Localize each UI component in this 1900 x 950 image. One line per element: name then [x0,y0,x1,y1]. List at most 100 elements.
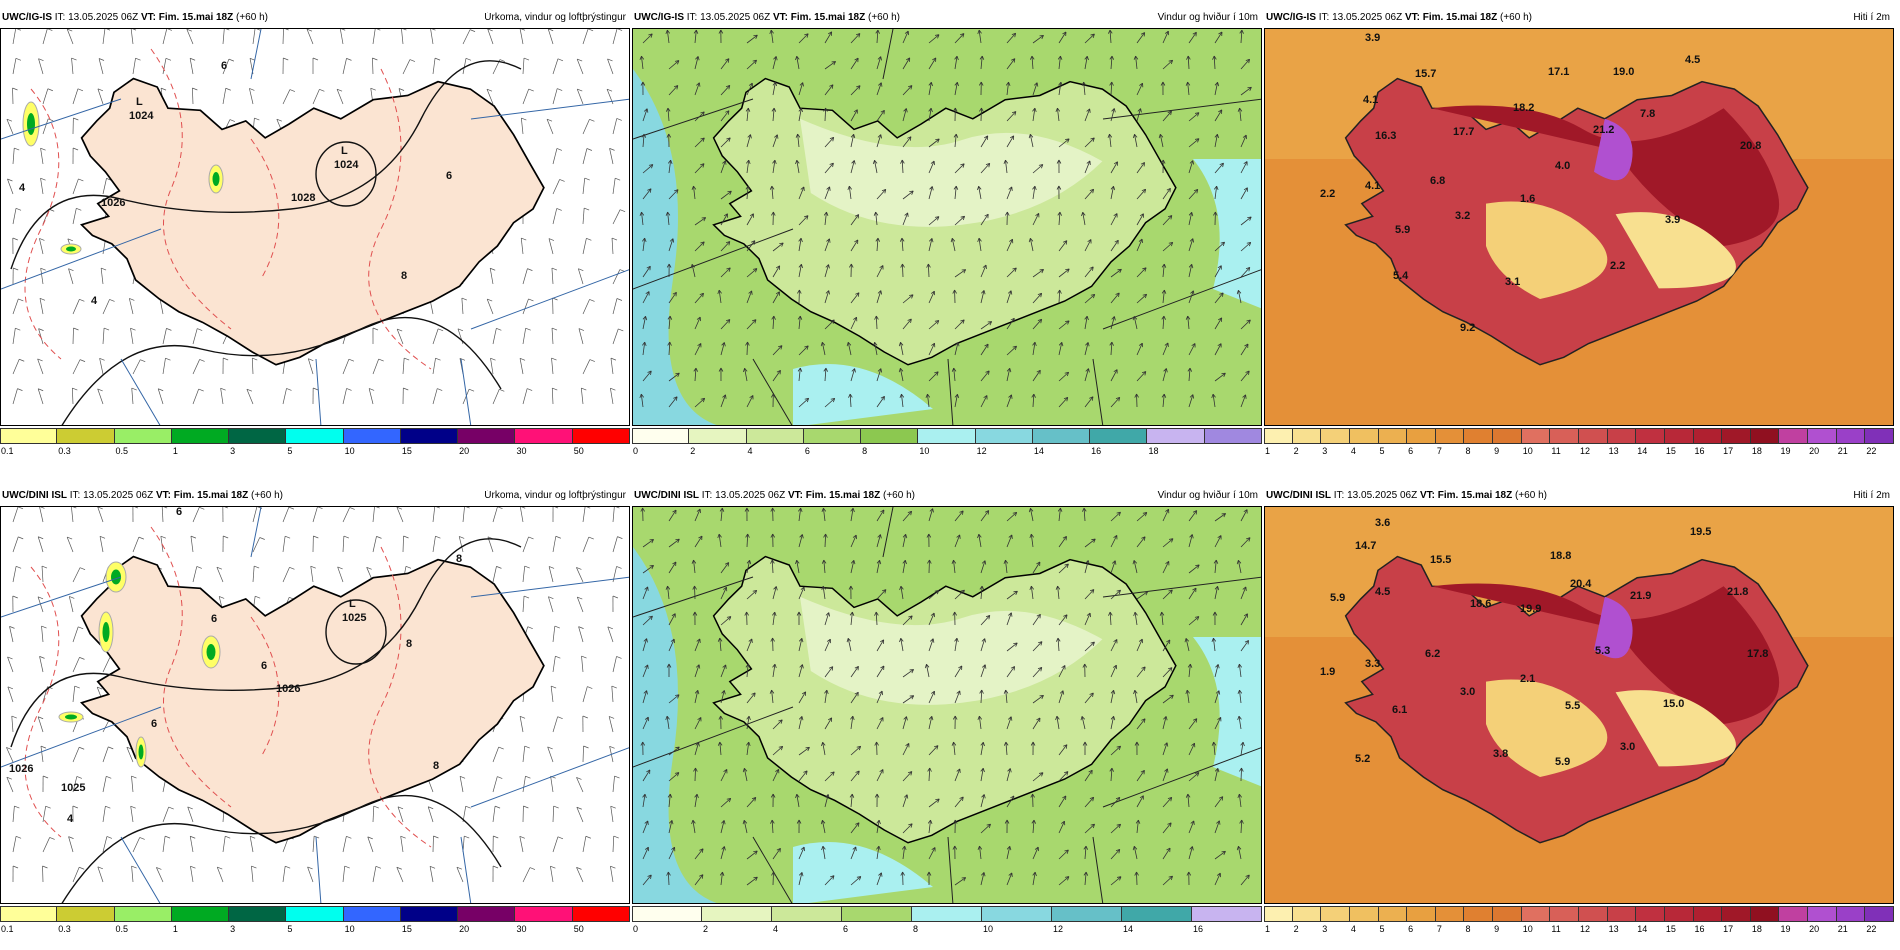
wind-barb [252,566,255,583]
wind-barb-flag [39,297,46,301]
wind-barb [132,359,141,375]
wind-barb [522,88,530,105]
wind-barb [489,268,494,285]
wind-arrow [1213,638,1216,652]
wind-barb [282,866,286,883]
wind-arrow-head [1060,82,1063,87]
wind-arrow [876,265,884,278]
wind-barb-flag [312,57,319,61]
wind-barb-flag [251,865,257,869]
wind-arrow-head [747,107,751,112]
wind-arrow-head [1055,107,1058,112]
wind-barb [222,88,227,105]
wind-arrow-head [850,715,854,720]
wind-arrow-head [1065,138,1070,140]
wind-barb [492,389,500,405]
wind-barb-flag [12,595,18,599]
wind-barb-flag [457,328,464,332]
wind-arrow-head [822,585,826,590]
wind-arrow-head [748,638,753,642]
wind-barb-flag [158,388,164,392]
init-time-label: IT: [1318,12,1330,23]
wind-arrow [1185,638,1190,652]
wind-arrow-head [1031,819,1035,824]
wind-arrow [1240,161,1248,174]
colorbar-swatch [229,428,287,444]
colorbar-swatch [1521,906,1551,922]
wind-arrow-head [798,237,802,242]
wind-arrow-head [1066,771,1069,776]
wind-arrow-head [729,191,732,195]
wind-arrow [876,56,882,70]
wind-arrow-head [930,82,933,87]
precip-heavy [212,172,220,186]
wind-barb-flag [492,865,499,869]
wind-barb [522,536,529,553]
wind-arrow-head [1063,614,1068,617]
wind-arrow-head [644,846,649,850]
wind-arrow-head [1058,159,1062,164]
wind-arrow-head [795,794,798,799]
wind-arrow-head [745,663,749,668]
wind-arrow-head [1014,267,1017,272]
wind-barb-flag [38,328,44,331]
wind-arrow [980,615,991,626]
wind-arrow-head [744,611,747,616]
wind-arrow-head [957,342,960,347]
wind-arrow-head [1034,186,1037,191]
wind-barb [307,358,314,375]
colorbar-tick: 20 [1809,924,1820,934]
wind-arrow [720,342,725,356]
wind-arrow-head [795,160,798,165]
wind-arrow-head [1030,238,1034,242]
wind-arrow-head [672,509,677,513]
wind-arrow-head [1166,742,1169,747]
wind-arrow [1188,510,1198,522]
wind-arrow-head [748,741,751,746]
wind-barb-flag [404,357,410,361]
wind-arrow-head [899,586,902,591]
colorbar-swatch [57,906,115,922]
wind-arrow [1084,266,1094,278]
wind-arrow-head [1056,715,1060,720]
wind-arrow-head [1066,372,1070,377]
wind-arrow [642,874,652,886]
wind-arrow-head [1245,267,1250,270]
wind-arrow [824,875,835,886]
wind-arrow-head [644,237,647,242]
wind-arrow [824,319,835,330]
wind-arrow [1136,795,1144,808]
wind-arrow-head [728,319,731,324]
wind-arrow [720,190,732,200]
wind-arrow-head [1211,637,1214,642]
wind-arrow [954,33,965,44]
wind-arrow [1162,342,1169,356]
wind-arrow-head [753,240,756,245]
wind-barb [41,566,44,583]
wind-arrow [900,342,904,356]
wind-arrow-head [1005,741,1009,746]
wind-barb [220,388,224,405]
wind-arrow [1058,744,1068,756]
wind-barb-flag [528,88,534,92]
wind-barb-flag [554,625,560,629]
wind-arrow-head [1082,507,1085,512]
colorbar-frame [632,906,1262,922]
wind-arrow [1136,293,1147,304]
wind-arrow [980,689,983,704]
wind-arrow [850,534,857,548]
wind-arrow-head [1113,535,1118,538]
wind-barb [12,836,17,853]
wind-arrow [720,616,732,626]
wind-barb [432,536,436,553]
wind-arrow-head [1143,718,1146,723]
wind-barb-flag [550,865,556,869]
wind-arrow [720,85,731,96]
wind-arrow-head [1164,342,1169,346]
wind-arrow-head [879,769,884,773]
wind-barb-flag [223,535,229,539]
wind-arrow-head [954,845,958,850]
wind-barb-flag [465,57,472,61]
wind-arrow-head [960,589,965,592]
precip-areas [22,101,224,255]
